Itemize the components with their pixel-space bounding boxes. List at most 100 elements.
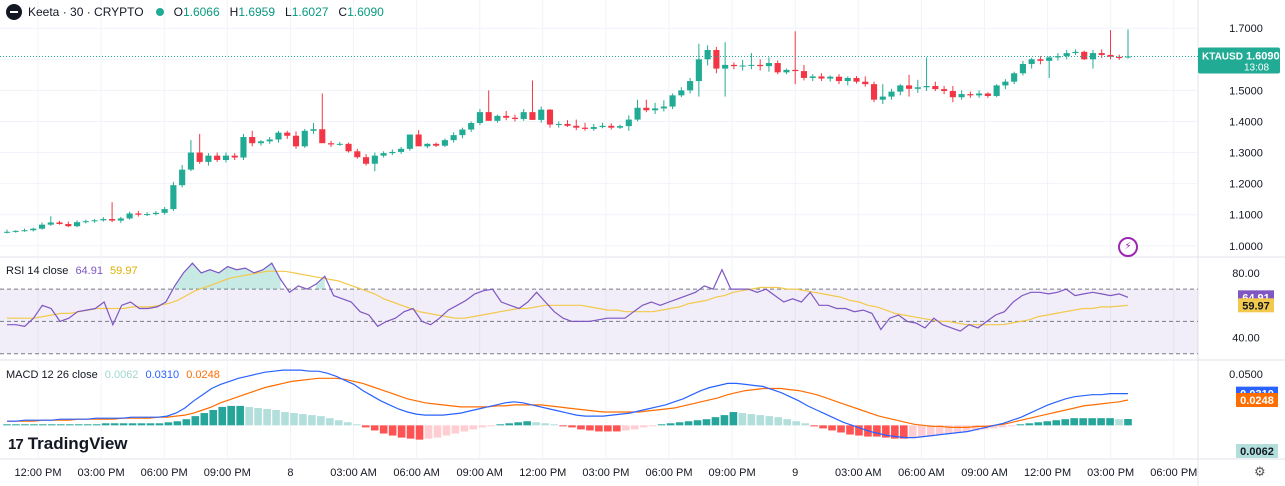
macd-histogram-bar [792, 421, 800, 426]
macd-histogram-bar [935, 425, 944, 435]
candle-body [800, 71, 808, 78]
candle-body [292, 135, 300, 147]
macd-histogram-bar [819, 425, 827, 429]
candle-body [380, 153, 387, 156]
candle-body [21, 230, 28, 232]
macd-histogram-bar [989, 425, 998, 429]
time-axis-tick: 06:00 AM [393, 467, 439, 479]
price-tag-countdown: 13:08 [1244, 63, 1269, 74]
macd-histogram-bar [702, 419, 711, 426]
candle-body [73, 222, 81, 227]
signal-value-tag [1236, 392, 1278, 407]
macd-histogram-bar [290, 413, 298, 426]
candle-body [266, 139, 273, 142]
macd-legend-label: MACD 12 26 close [6, 369, 98, 381]
candle-body [625, 119, 632, 127]
time-axis-tick: 09:00 AM [456, 467, 502, 479]
macd-histogram-bar [326, 418, 334, 426]
macd-histogram-bar [1007, 425, 1016, 427]
tradingview-brand[interactable]: 17 TradingView [8, 434, 128, 454]
macd-legend-value: 0.0310 [145, 369, 180, 381]
macd-legend[interactable]: MACD 12 26 close 0.0062 0.0310 0.0248 [6, 369, 224, 381]
time-axis-tick: 12:00 PM [14, 467, 61, 479]
macd-histogram-bar [263, 408, 271, 426]
rsi-ma-value-tag-text: 59.97 [1242, 300, 1270, 312]
candle-body [529, 112, 536, 120]
candle-body [450, 135, 457, 141]
candle-body [634, 107, 641, 120]
macd-histogram-bar [1034, 422, 1043, 426]
macd-histogram-bar [568, 425, 576, 428]
macd-histogram-bar [891, 425, 899, 439]
candle-body [468, 123, 475, 130]
macd-histogram-bar [855, 425, 863, 436]
macd-signal-line [7, 377, 1129, 428]
macd-histogram-bar [119, 423, 128, 426]
symbol-title[interactable]: Keeta · 30 · CRYPTO [28, 5, 144, 19]
macd-histogram-bar [882, 425, 890, 438]
candle-body [82, 221, 89, 223]
time-axis-tick: 09:00 AM [961, 467, 1007, 479]
candle-body [415, 134, 422, 147]
candle-body [905, 85, 913, 89]
macd-histogram-bar [388, 425, 397, 436]
macd-histogram-bar [621, 425, 630, 431]
rsi-legend[interactable]: RSI 14 close 64.91 59.97 [6, 265, 142, 277]
time-axis-tick: 06:00 PM [1150, 467, 1197, 479]
time-axis-tick: 03:00 PM [1087, 467, 1134, 479]
candle-body [100, 219, 107, 221]
macd-histogram-bar [415, 425, 424, 440]
candle-body [56, 222, 63, 225]
macd-histogram-bar [926, 425, 935, 436]
macd-histogram-bar [917, 425, 926, 437]
candle-body [555, 123, 562, 125]
macd-histogram-bar [433, 425, 442, 438]
price-axis-tick: 1.0000 [1229, 241, 1263, 253]
macd-histogram-bar [397, 425, 406, 438]
macd-line [7, 369, 1128, 439]
candle-body [573, 125, 580, 128]
macd-histogram-bar [424, 425, 433, 439]
macd-histogram-bar [765, 416, 774, 426]
time-axis-tick: 9 [792, 467, 798, 479]
macd-histogram-bar [245, 406, 253, 426]
gear-icon[interactable]: ⚙ [1254, 464, 1266, 479]
candle-body [363, 157, 370, 164]
symbol-logo-icon [6, 4, 22, 20]
lightning-icon[interactable]: ⚡ [1118, 237, 1138, 257]
candle-body [459, 129, 466, 136]
macd-histogram-bar [828, 425, 836, 431]
candle-body [687, 81, 694, 91]
macd-histogram-bar [944, 425, 953, 434]
candle-body [993, 85, 1000, 96]
macd-histogram-bar [595, 425, 603, 432]
time-axis-tick: 03:00 PM [78, 467, 125, 479]
macd-histogram-bar [1106, 418, 1114, 426]
signal-legend-value: 0.0248 [186, 369, 220, 381]
candle-body [371, 155, 378, 164]
candle-body [1081, 51, 1088, 60]
macd-histogram-bar [101, 423, 110, 426]
brand-name: TradingView [27, 434, 128, 453]
macd-histogram-bar [21, 424, 29, 426]
macd-histogram-bar [559, 425, 567, 427]
candle-body [923, 86, 930, 88]
candle-body [249, 137, 256, 144]
time-axis-tick: 12:00 PM [1024, 467, 1071, 479]
rsi-legend-label: RSI 14 close [6, 265, 69, 277]
macd-histogram-bar [613, 425, 621, 432]
candle-body [170, 185, 177, 210]
candle-body [958, 94, 965, 98]
macd-histogram-bar [128, 423, 137, 426]
macd-histogram-bar [953, 425, 962, 433]
candle-body [739, 65, 746, 67]
candle-body [406, 134, 413, 149]
macd-histogram-bar [998, 425, 1007, 428]
macd-histogram-bar [693, 420, 702, 426]
macd-histogram-bar [577, 425, 585, 430]
macd-histogram-bar [1097, 418, 1105, 426]
candle-body [669, 95, 676, 107]
macd-histogram-bar [182, 419, 191, 426]
close-label: C [338, 5, 348, 19]
candle-body [275, 132, 282, 140]
